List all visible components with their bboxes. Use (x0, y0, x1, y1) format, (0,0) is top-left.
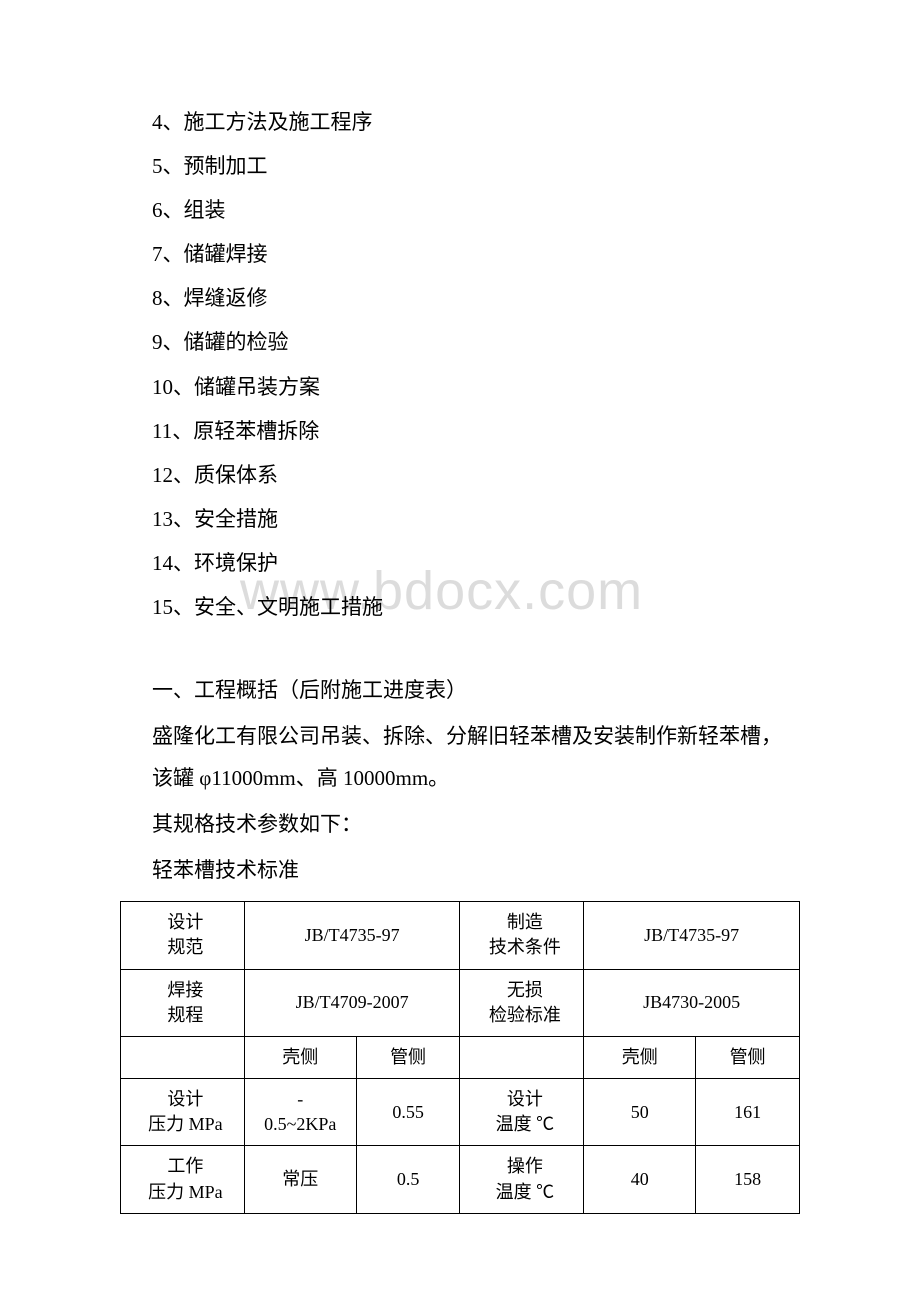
table-cell: 焊接规程 (121, 969, 245, 1036)
table-row: 设计压力 MPa-0.5~2KPa0.55设计温度 ℃50161 (121, 1079, 800, 1146)
paragraph-text: 盛隆化工有限公司吊装、拆除、分解旧轻苯槽及安装制作新轻苯槽，该罐 φ11000m… (152, 724, 782, 790)
table-cell: 管侧 (696, 1036, 800, 1078)
paragraph: 轻苯槽技术标准 (152, 849, 800, 891)
table-cell: 设计压力 MPa (121, 1079, 245, 1146)
table-cell: 制造技术条件 (460, 902, 584, 969)
toc-item: 7、储罐焊接 (152, 232, 800, 276)
table-cell: 40 (584, 1146, 696, 1213)
table-cell: 常压 (244, 1146, 356, 1213)
toc-item: 8、焊缝返修 (152, 276, 800, 320)
table-row: 工作压力 MPa常压0.5操作温度 ℃40158 (121, 1146, 800, 1213)
table-cell: 0.55 (356, 1079, 460, 1146)
table-cell: 50 (584, 1079, 696, 1146)
toc-item: 6、组装 (152, 188, 800, 232)
table-cell: 161 (696, 1079, 800, 1146)
table-cell: -0.5~2KPa (244, 1079, 356, 1146)
table-cell: 无损检验标准 (460, 969, 584, 1036)
table-cell: 管侧 (356, 1036, 460, 1078)
table-row: 焊接规程JB/T4709-2007无损检验标准JB4730-2005 (121, 969, 800, 1036)
table-cell: JB4730-2005 (584, 969, 800, 1036)
table-cell: JB/T4735-97 (244, 902, 460, 969)
toc-item: 5、预制加工 (152, 144, 800, 188)
table-cell: 工作压力 MPa (121, 1146, 245, 1213)
table-cell: 操作温度 ℃ (460, 1146, 584, 1213)
toc-item: 12、质保体系 (152, 453, 800, 497)
toc-item: 15、安全、文明施工措施 (152, 585, 800, 629)
toc-item: 14、环境保护 (152, 541, 800, 585)
table-cell: 设计温度 ℃ (460, 1079, 584, 1146)
toc-item: 4、施工方法及施工程序 (152, 100, 800, 144)
toc-item: 11、原轻苯槽拆除 (152, 409, 800, 453)
table-cell: 158 (696, 1146, 800, 1213)
table-cell: 设计规范 (121, 902, 245, 969)
table-cell: JB/T4735-97 (584, 902, 800, 969)
toc-item: 9、储罐的检验 (152, 320, 800, 364)
paragraph: 盛隆化工有限公司吊装、拆除、分解旧轻苯槽及安装制作新轻苯槽，该罐 φ11000m… (152, 715, 800, 799)
table-cell: JB/T4709-2007 (244, 969, 460, 1036)
paragraph: 其规格技术参数如下： (152, 803, 800, 845)
table-cell: 壳侧 (244, 1036, 356, 1078)
section-heading: 一、工程概括（后附施工进度表） (152, 669, 800, 711)
toc-item: 13、安全措施 (152, 497, 800, 541)
toc-list: 4、施工方法及施工程序 5、预制加工 6、组装 7、储罐焊接 8、焊缝返修 9、… (152, 100, 800, 629)
page-content: 4、施工方法及施工程序 5、预制加工 6、组装 7、储罐焊接 8、焊缝返修 9、… (120, 100, 800, 1214)
table-row: 设计规范JB/T4735-97制造技术条件JB/T4735-97 (121, 902, 800, 969)
table-row: 壳侧管侧壳侧管侧 (121, 1036, 800, 1078)
spec-table: 设计规范JB/T4735-97制造技术条件JB/T4735-97焊接规程JB/T… (120, 901, 800, 1214)
table-cell: 壳侧 (584, 1036, 696, 1078)
table-cell (460, 1036, 584, 1078)
toc-item: 10、储罐吊装方案 (152, 365, 800, 409)
table-cell: 0.5 (356, 1146, 460, 1213)
table-cell (121, 1036, 245, 1078)
